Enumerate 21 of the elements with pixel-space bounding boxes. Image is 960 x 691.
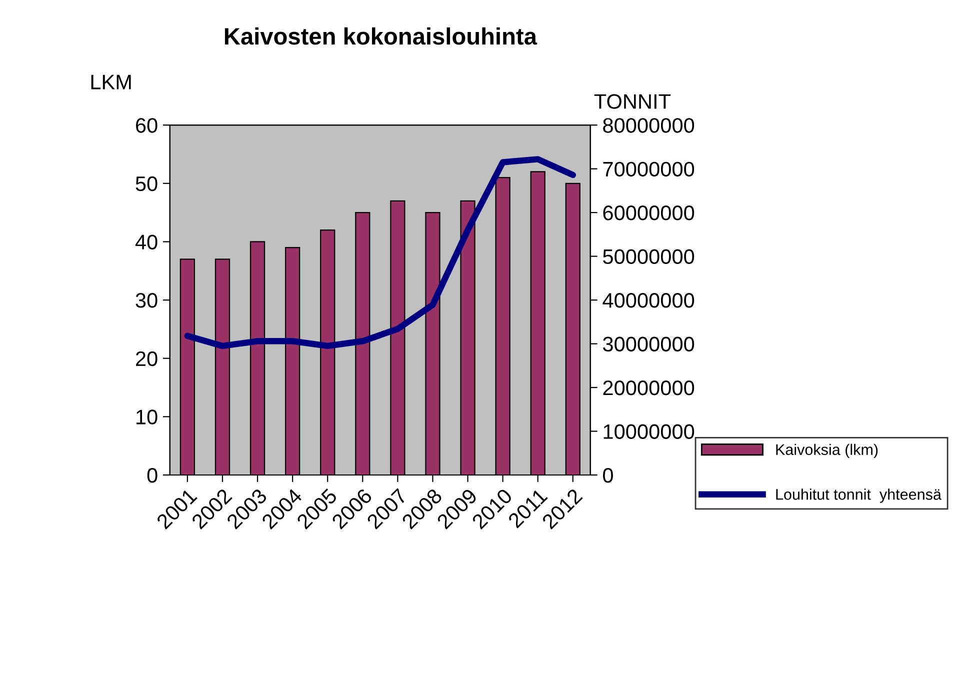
y-tick-label: 20 <box>136 351 158 366</box>
y2-tick-label: 60000000 <box>603 206 694 220</box>
y2-tick-label: 50000000 <box>603 249 694 264</box>
chart-title: Kaivosten kokonaislouhinta <box>224 27 538 45</box>
y-tick-label: 60 <box>136 118 158 133</box>
y-tick-label: 10 <box>136 410 158 424</box>
y2-tick-label: 20000000 <box>603 380 694 396</box>
y2-tick-label: 10000000 <box>604 424 694 440</box>
y2-tick-label: 30000000 <box>603 336 694 352</box>
y2-axis-title: TONNIT <box>594 94 671 109</box>
y2-tick-label: 40000000 <box>602 293 694 308</box>
y-axis-title: LKM <box>91 74 131 90</box>
y-tick-label: 0 <box>147 468 158 483</box>
y2-tick-label: 70000000 <box>603 162 694 177</box>
y2-tick-label: 80000000 <box>603 118 694 133</box>
y-tick-label: 30 <box>136 293 158 308</box>
y-tick-label: 50 <box>136 176 158 192</box>
y-tick-label: 40 <box>135 234 158 250</box>
legend-label: Louhitut tonnit yhteensä <box>776 488 942 503</box>
legend-label: Kaivoksia (lkm) <box>776 444 878 458</box>
y2-tick-label: 0 <box>603 468 613 483</box>
